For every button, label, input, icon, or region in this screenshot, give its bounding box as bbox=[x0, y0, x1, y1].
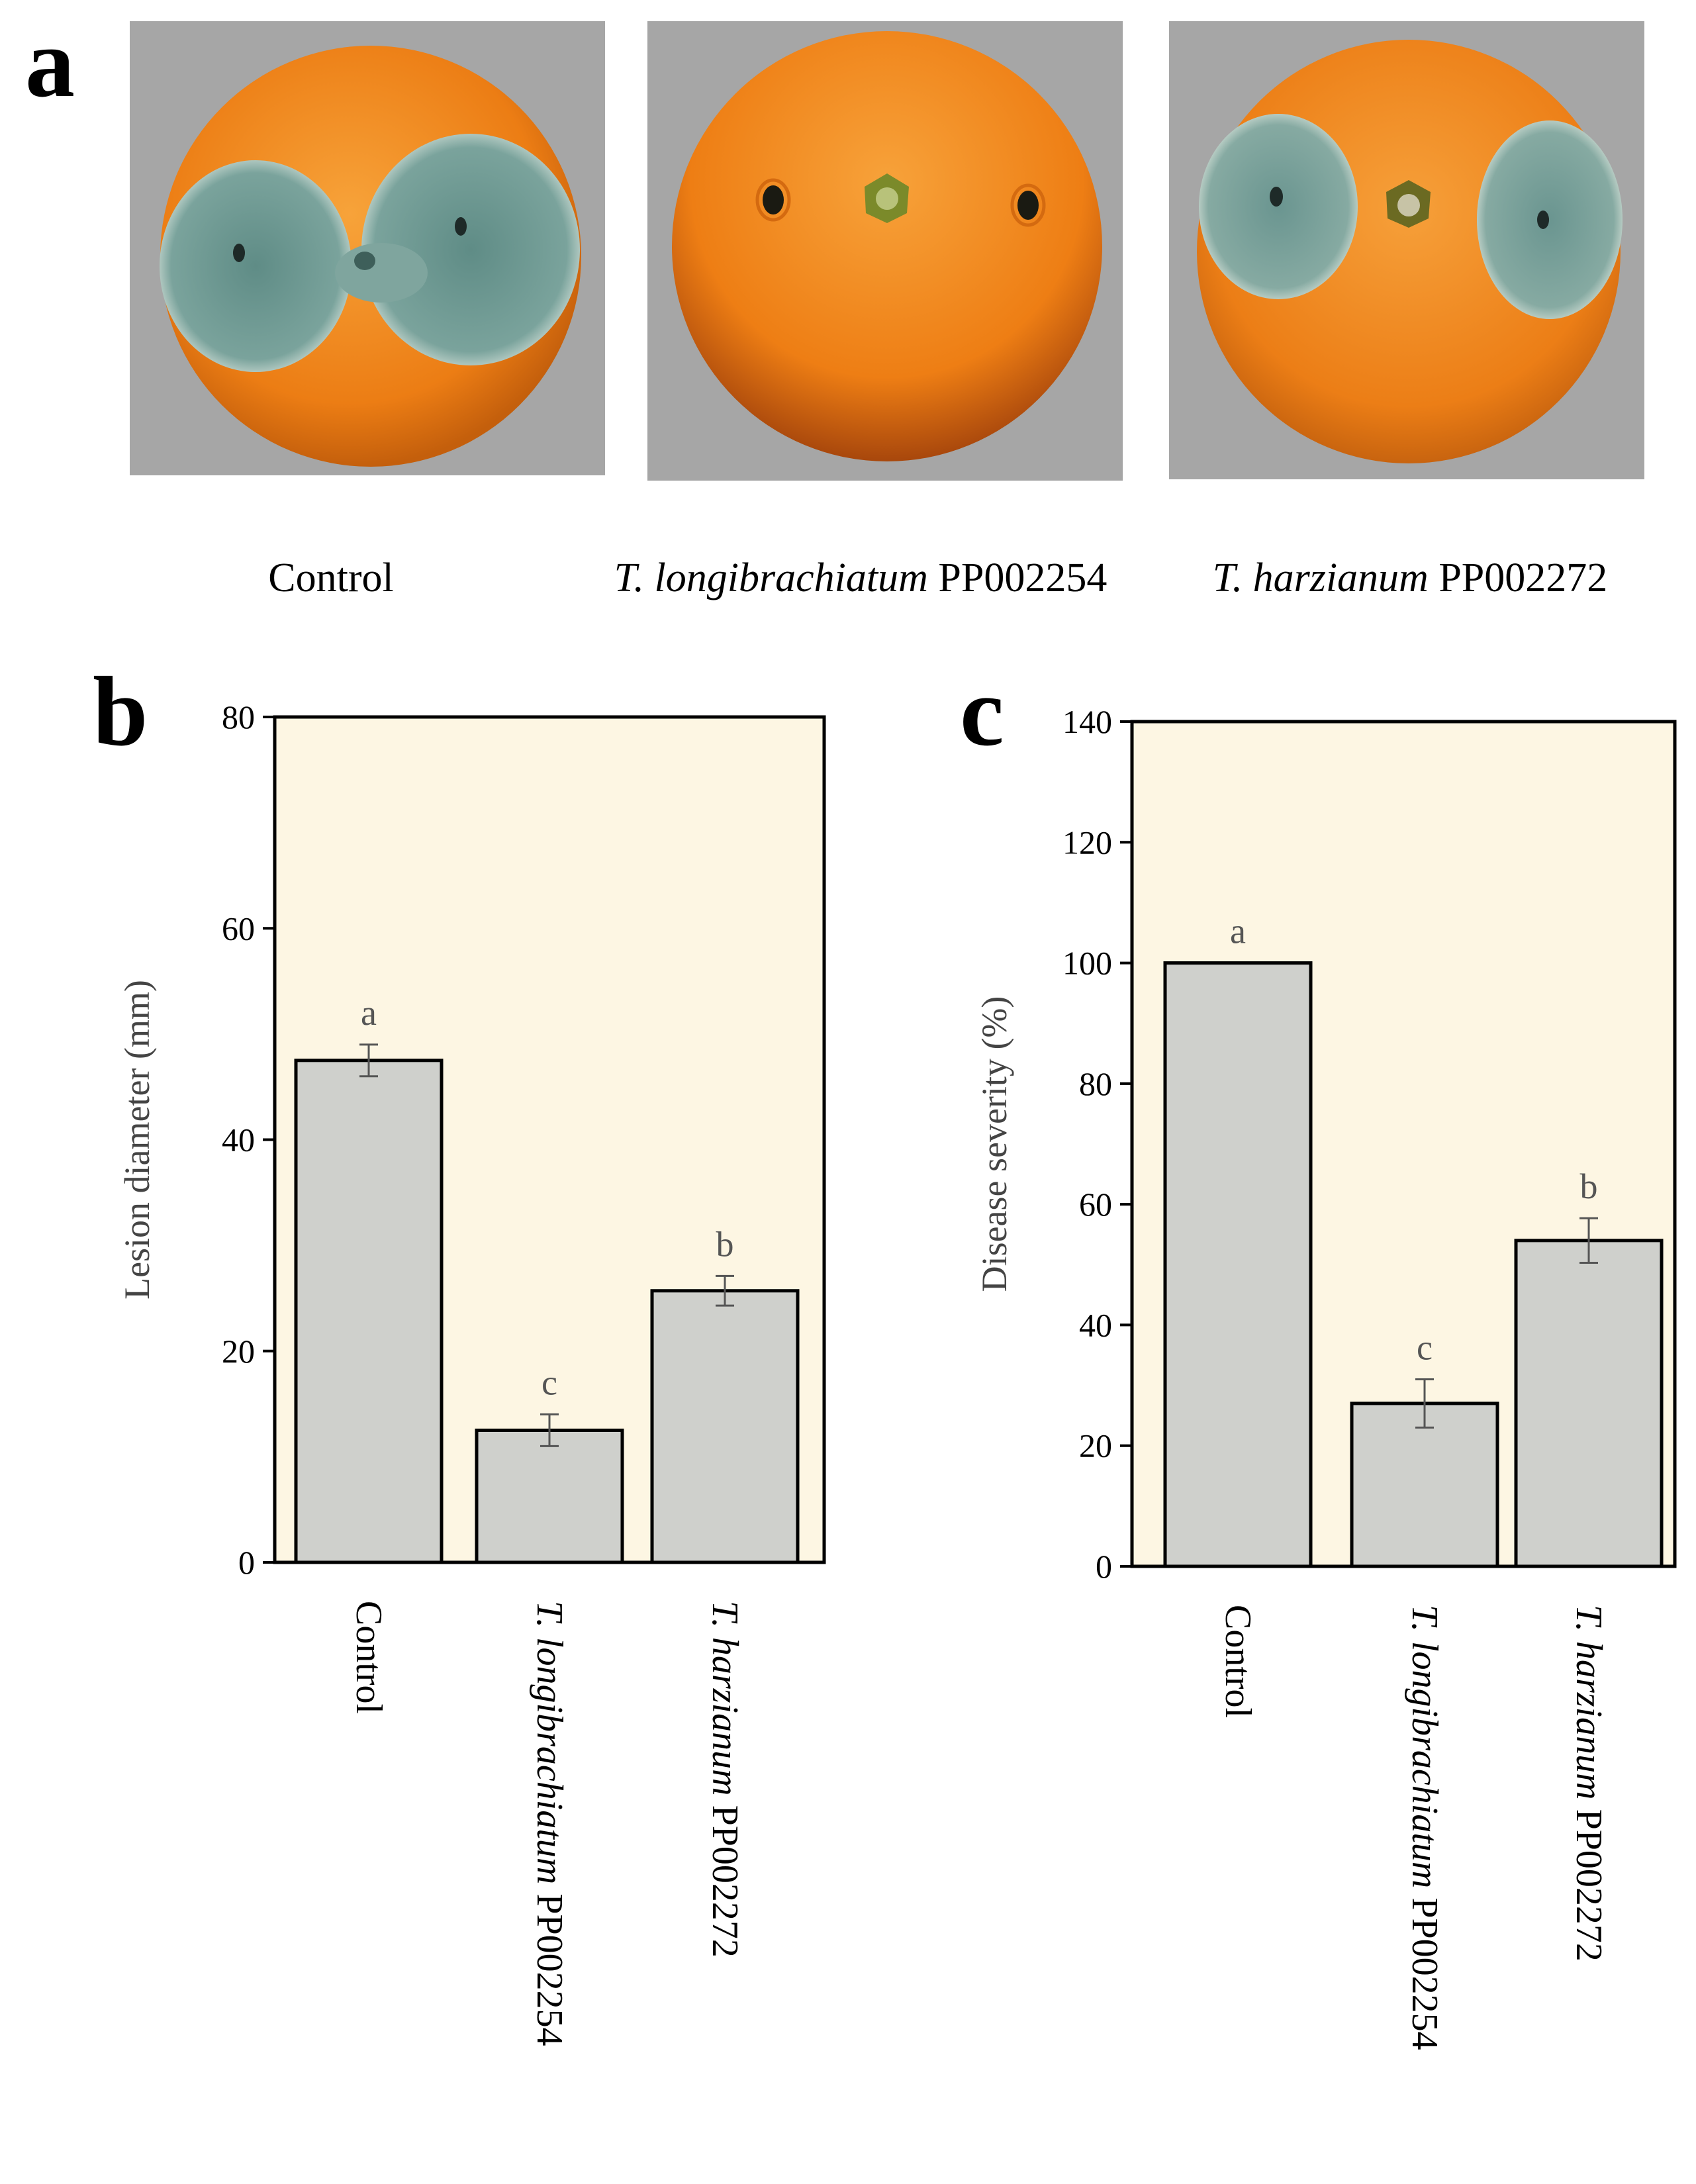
x-category-code-b: PP002254 bbox=[529, 1893, 570, 2046]
orange-control-image bbox=[160, 46, 581, 467]
panel-label-a: a bbox=[25, 8, 75, 118]
x-category-species-b: T. longibrachiatum bbox=[529, 1601, 570, 1893]
panel-label-c: c bbox=[960, 657, 1004, 767]
y-tick-label-c: 0 bbox=[1096, 1548, 1112, 1585]
x-category-species-c: T. longibrachiatum bbox=[1404, 1605, 1445, 1897]
x-category-code-b: PP002272 bbox=[704, 1805, 745, 1958]
x-category-label-b: T. longibrachiatum PP002254 bbox=[529, 1601, 570, 2046]
x-category-code-c: PP002272 bbox=[1568, 1809, 1609, 1962]
photo-label-longibrachiatum: T. longibrachiatum PP002254 bbox=[583, 555, 1139, 602]
y-tick-label-c: 60 bbox=[1079, 1186, 1112, 1223]
significance-letter-c: a bbox=[1230, 912, 1246, 951]
chart-c: 0 20 40 60 80 100 120 140 Disease severity (%) a C… bbox=[974, 703, 1677, 2050]
y-axis-label-c: Disease severity (%) bbox=[974, 996, 1014, 1292]
significance-letter-b: c bbox=[542, 1363, 557, 1403]
x-category-label-c: Control bbox=[1217, 1605, 1258, 1718]
x-category-species-b: T. harzianum bbox=[704, 1601, 745, 1805]
photo-longibrachiatum bbox=[647, 21, 1123, 481]
orange-harzianum-image bbox=[1197, 40, 1623, 463]
y-tick-label-b: 60 bbox=[222, 910, 255, 947]
x-category-label-b: T. harzianum PP002272 bbox=[704, 1601, 745, 1958]
x-category-code-b: Control bbox=[348, 1601, 389, 1714]
y-tick-label-c: 40 bbox=[1079, 1306, 1112, 1343]
photo-label-harzianum-code: PP002272 bbox=[1438, 555, 1608, 600]
photo-harzianum bbox=[1169, 21, 1644, 479]
x-category-label-c: T. longibrachiatum PP002254 bbox=[1404, 1605, 1445, 2050]
y-tick-label-b: 0 bbox=[238, 1544, 255, 1581]
x-category-code-c: Control bbox=[1217, 1605, 1258, 1718]
panel-label-b: b bbox=[93, 657, 148, 767]
bar-c-0 bbox=[1163, 961, 1313, 1568]
y-tick-label-b: 80 bbox=[222, 698, 255, 736]
y-tick-label-c: 80 bbox=[1079, 1065, 1112, 1102]
significance-letter-c: c bbox=[1417, 1327, 1433, 1367]
bar-c-2 bbox=[1514, 1239, 1664, 1568]
photo-label-harzianum: T. harzianum PP002272 bbox=[1178, 555, 1642, 602]
bar-b-0 bbox=[294, 1059, 444, 1564]
bar-c-1 bbox=[1350, 1401, 1499, 1568]
bar-b-1 bbox=[475, 1428, 624, 1564]
y-axis-label-b: Lesion diameter (mm) bbox=[117, 980, 157, 1300]
photo-control bbox=[130, 21, 605, 475]
photo-label-control-text: Control bbox=[268, 555, 394, 600]
significance-letter-c: b bbox=[1580, 1166, 1598, 1206]
x-category-code-c: PP002254 bbox=[1404, 1897, 1445, 2050]
photo-label-longibrachiatum-species: T. longibrachiatum bbox=[614, 555, 928, 600]
x-category-label-c: T. harzianum PP002272 bbox=[1568, 1605, 1609, 1962]
significance-letter-b: a bbox=[361, 993, 377, 1033]
y-tick-label-b: 20 bbox=[222, 1333, 255, 1370]
x-category-species-c: T. harzianum bbox=[1568, 1605, 1609, 1809]
y-tick-label-b: 40 bbox=[222, 1121, 255, 1159]
orange-longibrachiatum-image bbox=[672, 31, 1102, 461]
y-tick-label-c: 120 bbox=[1062, 824, 1112, 861]
photo-label-longibrachiatum-code: PP002254 bbox=[938, 555, 1107, 600]
y-tick-label-c: 20 bbox=[1079, 1427, 1112, 1464]
x-category-label-b: Control bbox=[348, 1601, 389, 1714]
significance-letter-b: b bbox=[716, 1224, 734, 1264]
photo-label-control: Control bbox=[212, 555, 450, 602]
photo-label-harzianum-species: T. harzianum bbox=[1212, 555, 1429, 600]
y-tick-label-c: 100 bbox=[1062, 945, 1112, 982]
chart-b: 0 20 40 60 80 Lesion diameter (mm) a Control c T.… bbox=[117, 698, 826, 2046]
y-tick-label-c: 140 bbox=[1062, 703, 1112, 740]
bar-b-2 bbox=[650, 1289, 800, 1564]
